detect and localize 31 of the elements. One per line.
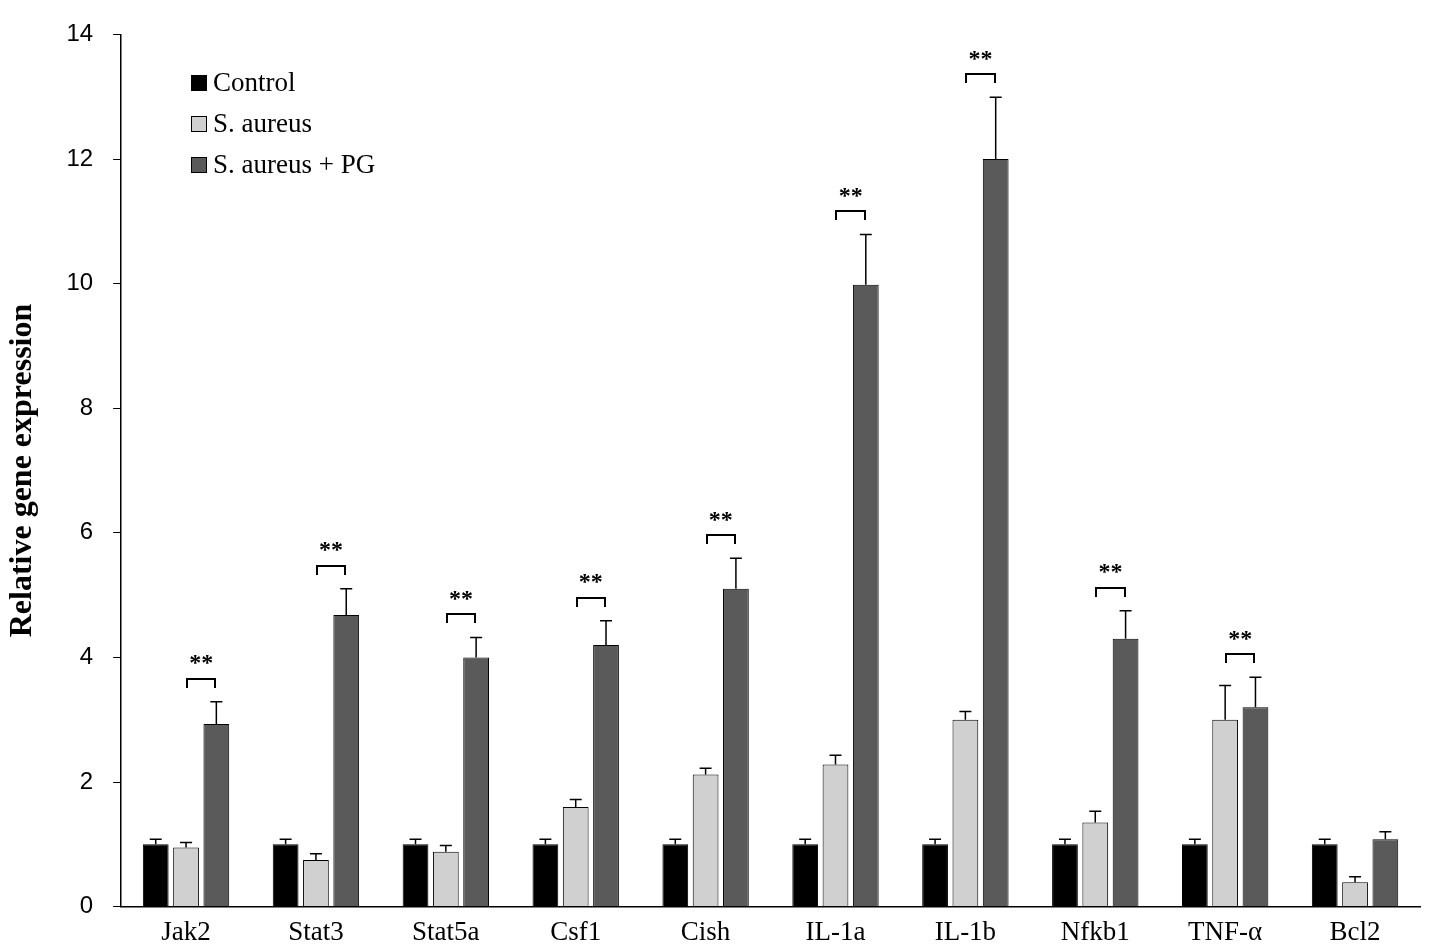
annotation: ** — [319, 536, 344, 563]
x-tick-label: TNF-α — [1188, 915, 1263, 946]
x-tick-label: Jak2 — [161, 915, 211, 946]
x-tick-label: Stat5a — [412, 915, 480, 946]
x-tick-label: Bcl2 — [1329, 915, 1381, 946]
legend-label: S. aureus + PG — [213, 149, 376, 181]
x-tick-label: Cish — [680, 915, 731, 946]
legend-label: Control — [213, 67, 296, 99]
annotation: ** — [1228, 624, 1253, 651]
y-tick-label: 6 — [79, 517, 94, 545]
legend-label: S. aureus — [213, 108, 313, 140]
annotation: ** — [1098, 557, 1123, 584]
y-tick-label: 12 — [66, 143, 94, 171]
annotation: ** — [708, 505, 733, 532]
annotation: ** — [448, 584, 473, 611]
y-tick-label: 8 — [79, 392, 94, 420]
x-tick-label: IL-1a — [805, 915, 866, 946]
x-tick-label: Stat3 — [288, 915, 344, 946]
y-tick-label: 14 — [66, 19, 94, 47]
y-tick-label: 10 — [66, 268, 94, 296]
y-tick-label: 4 — [79, 642, 94, 670]
annotation: ** — [189, 648, 214, 675]
x-tick-label: Nfkb1 — [1060, 915, 1130, 946]
annotation: ** — [578, 567, 603, 594]
y-axis-title: Relative gene expression — [2, 303, 39, 638]
y-tick-label: 2 — [79, 766, 94, 794]
y-tick-label: 0 — [79, 891, 94, 919]
annotation: ** — [968, 44, 993, 71]
x-tick-label: Csf1 — [550, 915, 602, 946]
annotation: ** — [838, 181, 863, 208]
x-tick-label: IL-1b — [934, 915, 997, 946]
